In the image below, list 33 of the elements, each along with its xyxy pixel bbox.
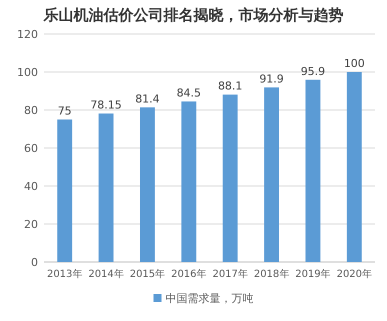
bar — [181, 101, 196, 262]
bar — [98, 114, 114, 262]
x-tick-label: 2019年 — [295, 268, 331, 280]
chart-title: 乐山机油估价公司排名揭晓，市场分析与趋势 — [42, 6, 344, 24]
data-label: 84.5 — [176, 86, 202, 100]
bar — [140, 107, 155, 262]
bar — [57, 120, 72, 262]
data-label: 75 — [58, 104, 72, 118]
y-tick-label: 80 — [24, 104, 38, 117]
bar — [346, 72, 362, 262]
x-tick-label: 2014年 — [88, 268, 124, 280]
data-label: 88.1 — [218, 80, 242, 93]
y-tick-label: 20 — [24, 218, 38, 231]
data-label: 78.15 — [90, 98, 122, 112]
y-tick-label: 60 — [24, 142, 38, 155]
data-label: 91.9 — [259, 72, 284, 86]
x-tick-label: 2020年 — [336, 268, 372, 280]
x-tick-label: 2015年 — [130, 268, 166, 280]
bar — [222, 94, 238, 262]
y-tick-label: 100 — [17, 66, 38, 79]
data-label: 95.9 — [300, 64, 326, 78]
y-tick-label: 120 — [17, 28, 38, 41]
data-label: 81.4 — [135, 92, 160, 106]
legend-label: 中国需求量，万吨 — [166, 292, 254, 305]
x-tick-label: 2017年 — [212, 268, 248, 280]
y-tick-label: 40 — [24, 180, 38, 193]
x-tick-label: 2013年 — [46, 268, 82, 280]
x-tick-label: 2018年 — [254, 268, 290, 280]
y-tick-label: 0 — [31, 256, 38, 269]
data-label: 100 — [344, 57, 365, 70]
bar — [264, 87, 280, 262]
bar — [305, 80, 320, 262]
x-tick-label: 2016年 — [171, 268, 207, 280]
